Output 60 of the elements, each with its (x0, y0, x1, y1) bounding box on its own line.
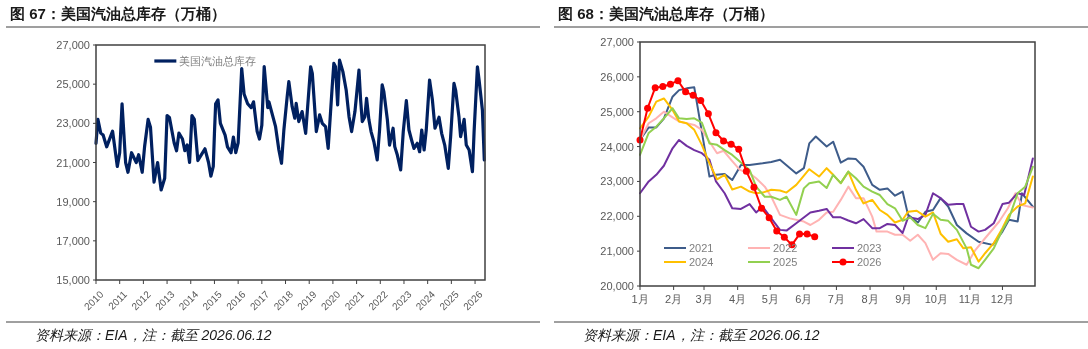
point (735, 145, 743, 153)
text: 资料来源：EIA，注：截至 2026.06.12 (583, 327, 820, 343)
point (666, 80, 674, 88)
legend-label: 2026 (857, 256, 882, 268)
point (720, 137, 728, 145)
y-tick-label: 27,000 (56, 39, 90, 51)
y-tick-label: 21,000 (56, 156, 90, 169)
x-tick-label: 1月 (631, 293, 649, 305)
point (803, 230, 811, 238)
point (811, 233, 819, 241)
x-tick-label: 2月 (665, 293, 683, 305)
point (704, 110, 712, 118)
point (682, 88, 690, 96)
chart-title: 图 67：美国汽油总库存（万桶） (10, 5, 226, 22)
y-tick-label: 17,000 (56, 234, 90, 247)
x-tick-label: 4月 (729, 293, 747, 305)
x-tick-label: 10月 (924, 293, 948, 305)
point (796, 230, 804, 238)
chart-title: 图 68：美国汽油总库存（万桶） (558, 5, 774, 22)
y-tick-label: 24,000 (600, 140, 634, 153)
x-tick-label: 12月 (990, 293, 1015, 305)
y-tick-label: 25,000 (600, 105, 634, 118)
legend-label: 2022 (773, 242, 798, 254)
legend-label: 美国汽油总库存 (179, 55, 257, 67)
point (651, 84, 659, 92)
y-tick-label: 26,000 (600, 70, 634, 83)
point (773, 227, 781, 235)
point (742, 167, 750, 175)
y-tick-label: 23,000 (600, 175, 634, 188)
point (758, 204, 766, 212)
point (689, 91, 697, 99)
legend-label: 2025 (773, 256, 798, 268)
x-tick-label: 11月 (958, 293, 982, 305)
y-tick-label: 21,000 (600, 245, 634, 258)
point (712, 129, 720, 137)
x-tick-label: 3月 (695, 293, 713, 305)
point (644, 104, 652, 112)
x-tick-label: 5月 (761, 293, 779, 305)
x-tick-label: 9月 (895, 293, 913, 305)
y-tick-label: 22,000 (600, 210, 634, 223)
legend-label: 2024 (689, 256, 714, 268)
text: 资料来源：EIA，注：截至 2026.06.12 (35, 327, 272, 343)
point (765, 214, 773, 222)
y-tick-label: 20,000 (600, 280, 634, 292)
legend-label: 2021 (689, 242, 714, 254)
point (780, 233, 788, 241)
y-tick-label: 25,000 (56, 78, 90, 91)
point (750, 183, 758, 191)
x-tick-label: 8月 (861, 293, 879, 305)
point (697, 97, 705, 105)
x-tick-label: 6月 (795, 293, 813, 305)
y-tick-label: 19,000 (56, 195, 90, 208)
point (674, 77, 682, 85)
legend-label: 2023 (857, 242, 882, 254)
point (659, 83, 667, 91)
y-tick-label: 15,000 (56, 274, 90, 286)
y-tick-label: 23,000 (56, 117, 90, 130)
y-tick-label: 27,000 (600, 36, 634, 48)
point (727, 140, 735, 148)
x-tick-label: 7月 (827, 293, 845, 305)
